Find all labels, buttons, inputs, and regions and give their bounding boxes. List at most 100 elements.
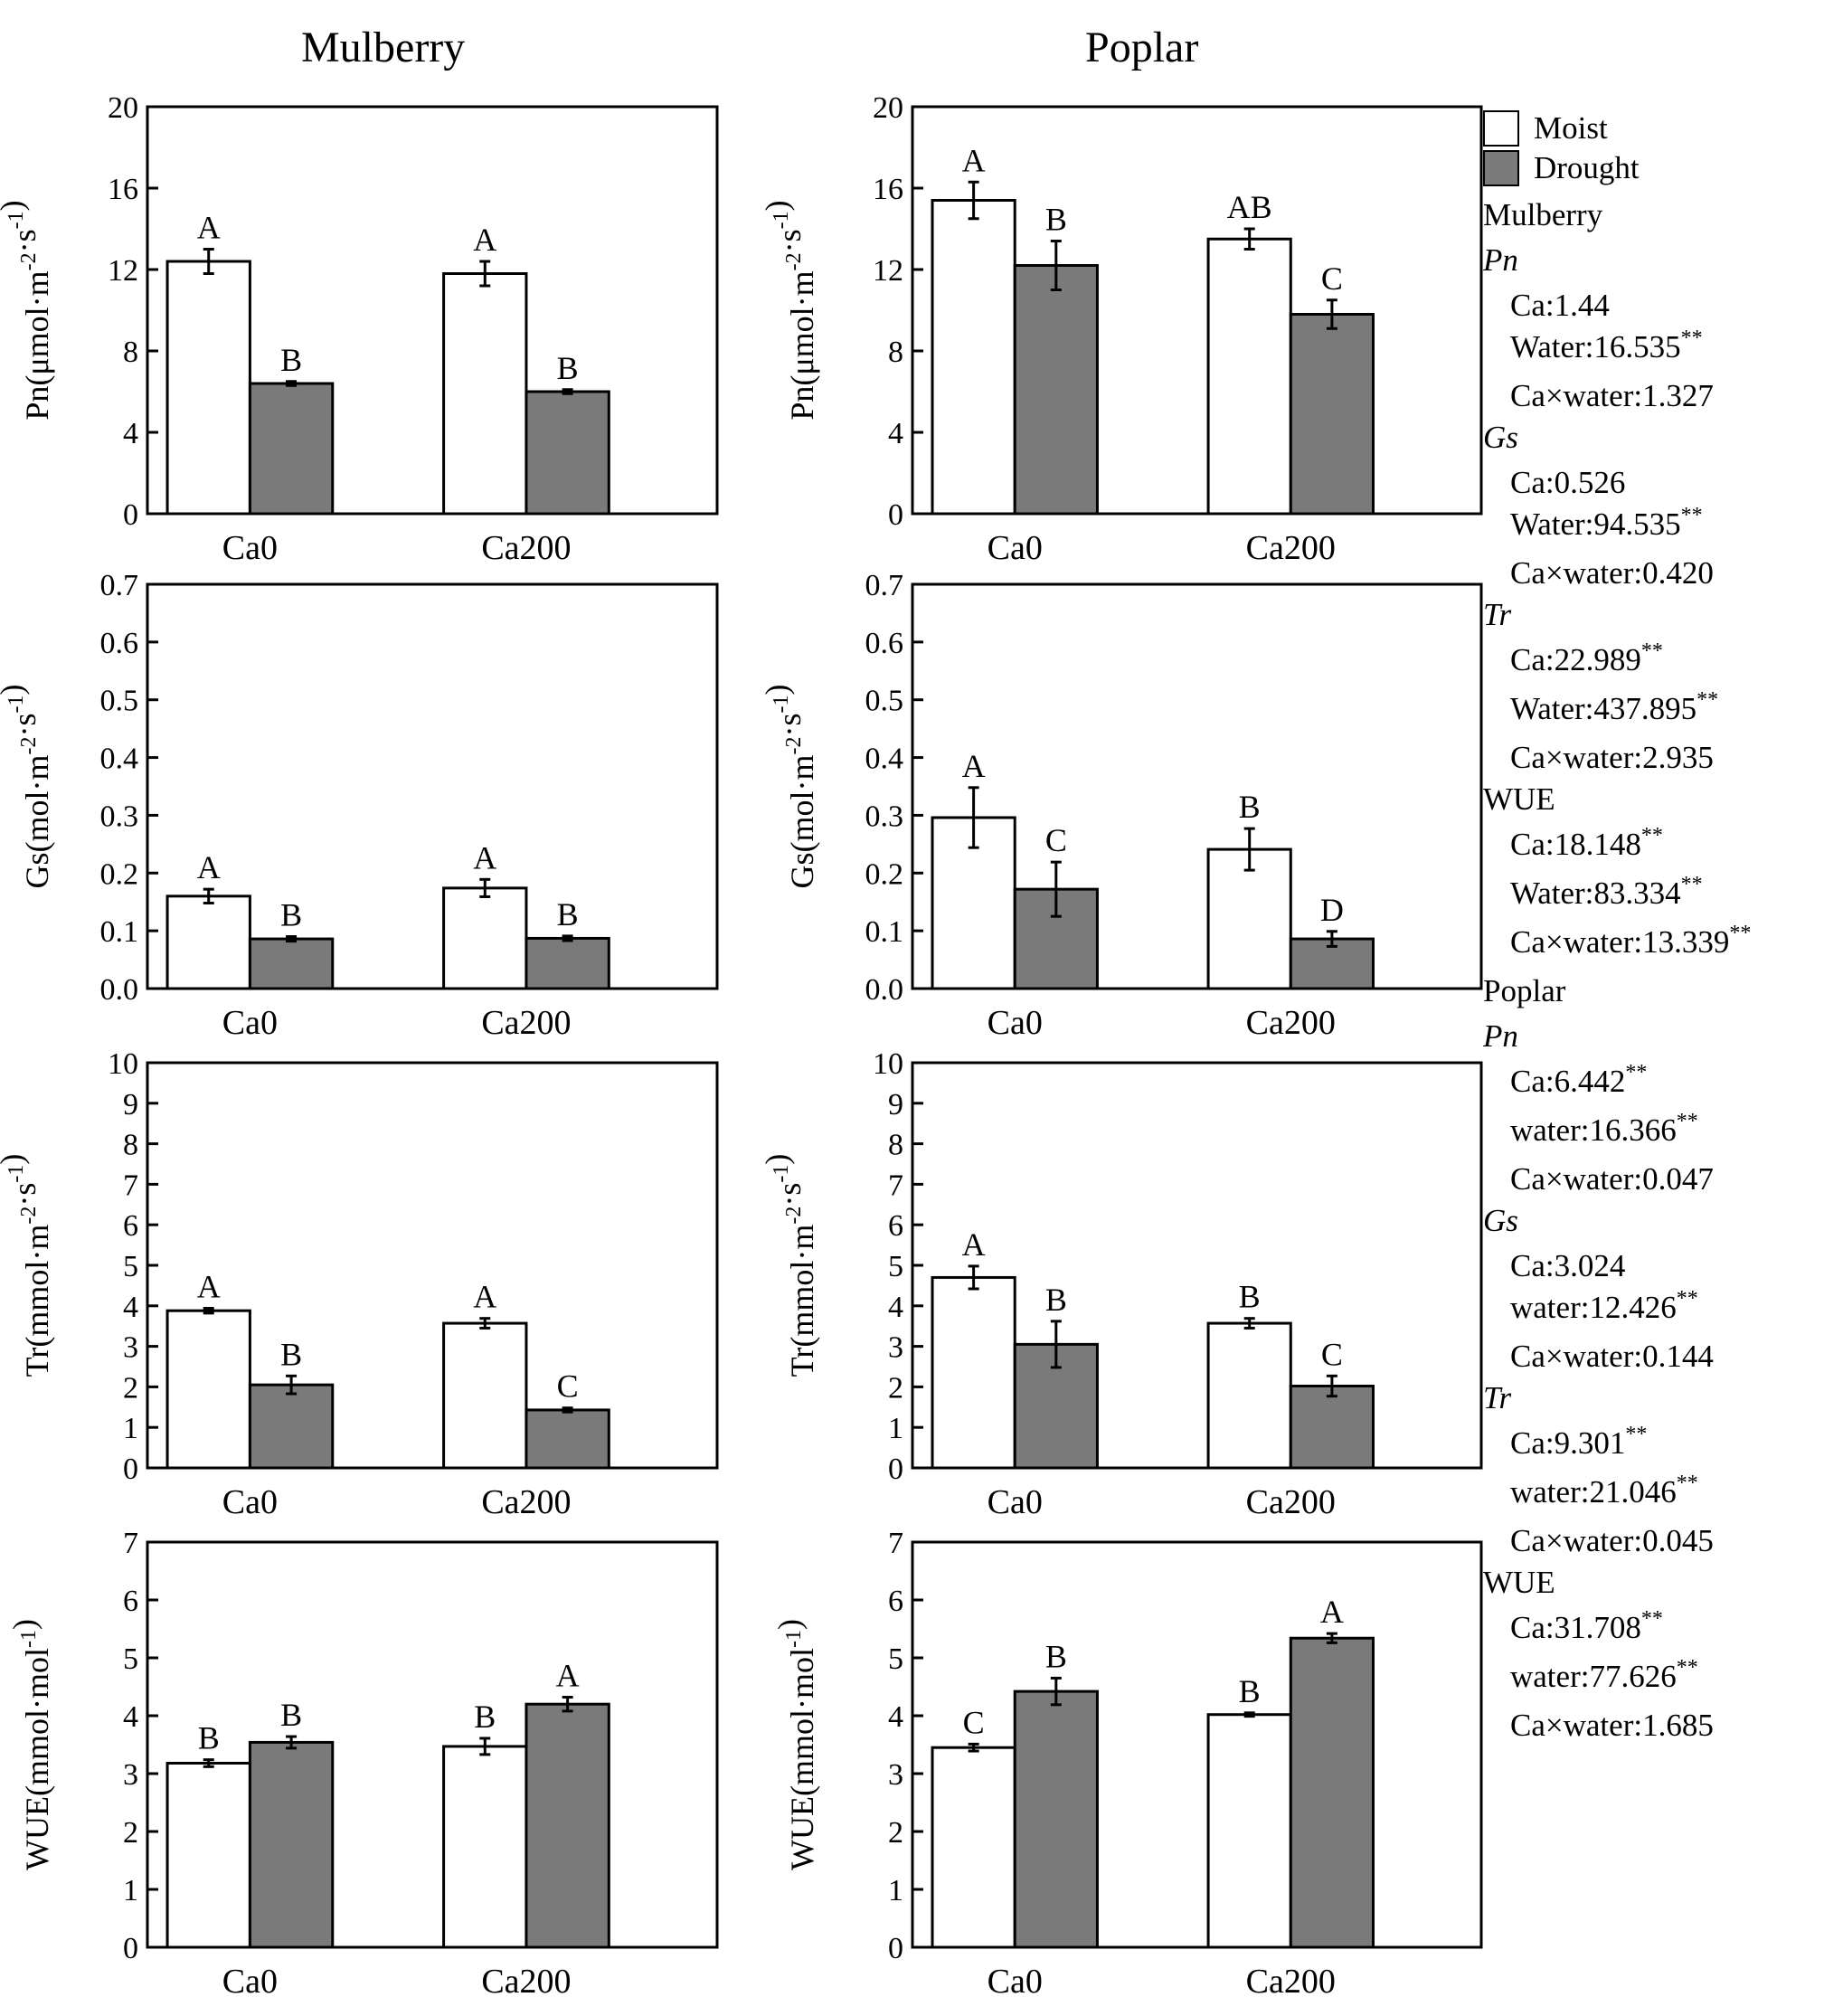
- significance-letter: B: [280, 897, 302, 933]
- bar-drought-ca200: [525, 390, 610, 516]
- x-tick-label: Ca0: [988, 1483, 1043, 1521]
- stats-value: water:77.626**: [1510, 1656, 1698, 1694]
- stats-species-poplar: Poplar: [1483, 973, 1566, 1008]
- plot-frame: [146, 1540, 719, 1949]
- y-tick-label: 0.6: [100, 627, 139, 660]
- legend-label-drought: Drought: [1534, 150, 1640, 185]
- bar-moist-ca200: [442, 1321, 528, 1470]
- stats-value: water:16.366**: [1510, 1110, 1698, 1148]
- bar-moist-ca200: [1206, 1321, 1292, 1470]
- significance-letter: B: [280, 1697, 302, 1733]
- column-title-mulberry: Mulberry: [301, 24, 466, 71]
- significance-letter: C: [1045, 822, 1067, 858]
- bar-drought-ca200: [525, 1702, 610, 1949]
- y-tick-label: 0: [123, 1932, 138, 1965]
- plot-frame: [911, 105, 1483, 516]
- stats-value: Ca×water:1.327: [1510, 378, 1714, 413]
- x-tick-label: Ca200: [481, 1483, 571, 1521]
- bar-drought-ca200: [525, 936, 610, 990]
- significance-letter: B: [1239, 1279, 1261, 1315]
- significance-letter: A: [197, 849, 221, 885]
- significance-letter: C: [1321, 1336, 1343, 1372]
- stats-value: Ca:0.526: [1510, 465, 1626, 500]
- stats-variable-tr: Tr: [1483, 1380, 1512, 1415]
- bar-drought-ca0: [1013, 1689, 1099, 1949]
- stats-variable-wue: WUE: [1483, 1565, 1555, 1600]
- stats-value: Ca×water:0.045: [1510, 1523, 1714, 1558]
- legend-swatch-drought: [1483, 150, 1519, 186]
- bar-moist-ca200: [442, 886, 528, 990]
- stats-value: Water:83.334**: [1510, 873, 1703, 911]
- significance-marker: **: [1625, 1061, 1648, 1084]
- x-tick-label: Ca0: [988, 1004, 1043, 1042]
- significance-letter: AB: [1227, 189, 1272, 225]
- significance-letter: A: [556, 1658, 580, 1694]
- stats-value: Ca×water:13.339**: [1510, 922, 1752, 960]
- y-tick-label: 8: [123, 336, 138, 369]
- significance-letter: B: [1045, 1638, 1067, 1674]
- y-tick-label: 8: [123, 1129, 138, 1162]
- significance-letter: B: [1045, 202, 1067, 238]
- y-tick-label: 0: [888, 498, 903, 532]
- bar-moist-ca200: [442, 272, 528, 516]
- stats-value: water:12.426**: [1510, 1287, 1698, 1325]
- significance-letter: A: [962, 748, 986, 784]
- chart-poplar-gs: A C B D 0.0 0.1 0.2 0.3 0.4 0.5 0.6 0.7 Ca0 Ca200 Gs(m…: [759, 569, 1483, 1042]
- stats-variable-wue: WUE: [1483, 781, 1555, 817]
- y-tick-label: 0.3: [865, 800, 904, 833]
- significance-letter: B: [280, 1336, 302, 1372]
- y-tick-label: 2: [123, 1371, 138, 1405]
- bar-drought-ca200: [1289, 1385, 1375, 1470]
- y-axis-label: WUE(mmol·mol-1): [6, 1619, 55, 1870]
- significance-marker: **: [1625, 1423, 1648, 1446]
- stats-value: Ca:1.44: [1510, 288, 1610, 323]
- y-tick-label: 6: [888, 1585, 903, 1618]
- stats-value: Ca:31.708**: [1510, 1607, 1663, 1645]
- y-tick-label: 16: [108, 173, 138, 206]
- y-tick-label: 5: [123, 1642, 138, 1676]
- x-tick-label: Ca200: [1246, 1963, 1336, 2001]
- bar-drought-ca0: [1013, 264, 1099, 516]
- chart-mulberry-pn: A B A B 0 4 8 12 16 20 Ca0 Ca200 Pn(μmol·m-2·s-1): [0, 91, 719, 567]
- bar-moist-ca0: [165, 894, 251, 990]
- stats-value: Water:437.895**: [1510, 688, 1719, 726]
- significance-letter: B: [1239, 1673, 1261, 1709]
- significance-letter: B: [1045, 1282, 1067, 1318]
- y-tick-label: 9: [888, 1088, 903, 1122]
- bar-drought-ca200: [1289, 313, 1375, 516]
- y-tick-label: 5: [888, 1642, 903, 1676]
- y-tick-label: 20: [108, 91, 138, 125]
- stats-value: Ca×water:2.935: [1510, 740, 1714, 775]
- significance-marker: **: [1697, 688, 1719, 712]
- bar-moist-ca200: [442, 1745, 528, 1949]
- y-tick-label: 0.7: [865, 569, 904, 602]
- chart-poplar-tr: A B B C 0 1 2 3 4 5 6 7 8 9 10 Ca0 Ca200 Tr(mmol·m-2·s-1): [759, 1047, 1483, 1521]
- plot-frame: [146, 105, 719, 516]
- stats-variable-tr: Tr: [1483, 597, 1512, 632]
- stats-value: Ca:22.989**: [1510, 639, 1663, 677]
- column-title-poplar: Poplar: [1085, 24, 1199, 71]
- stats-value: Ca:9.301**: [1510, 1423, 1648, 1461]
- y-tick-label: 0.2: [100, 857, 139, 891]
- significance-letter: A: [197, 210, 221, 246]
- stats-variable-gs: Gs: [1483, 420, 1518, 455]
- bar-moist-ca0: [165, 1761, 251, 1949]
- y-tick-label: 6: [888, 1209, 903, 1243]
- significance-letter: A: [1320, 1594, 1344, 1630]
- stats-value: Ca×water:0.420: [1510, 555, 1714, 591]
- stats-species-mulberry: Mulberry: [1483, 197, 1603, 232]
- significance-marker: **: [1680, 327, 1703, 350]
- chart-poplar-wue: C B B A 0 1 2 3 4 5 6 7 Ca0 Ca200 WUE(mmol·mol-1): [771, 1527, 1483, 2001]
- bar-moist-ca0: [931, 199, 1016, 516]
- x-tick-label: Ca0: [988, 529, 1043, 567]
- bar-moist-ca200: [1206, 1713, 1292, 1949]
- significance-letter: B: [557, 896, 579, 932]
- y-tick-label: 7: [123, 1527, 138, 1560]
- bar-drought-ca200: [525, 1408, 610, 1470]
- stats-value: water:21.046**: [1510, 1472, 1698, 1510]
- significance-letter: C: [557, 1368, 579, 1405]
- legend-item-drought: Drought: [1483, 148, 1843, 188]
- y-tick-label: 1: [123, 1412, 138, 1445]
- bar-drought-ca0: [248, 382, 335, 516]
